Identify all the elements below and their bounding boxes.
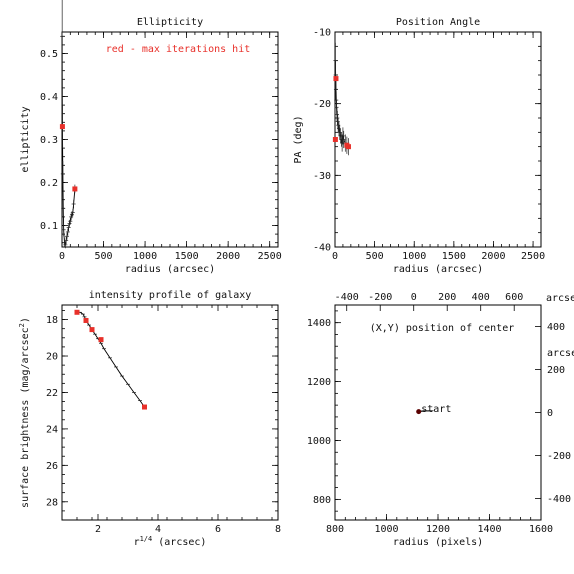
right-axis-tick-label: 400: [547, 322, 565, 333]
x-axis-label: radius (pixels): [393, 537, 483, 548]
y-tick-label: 0.4: [40, 92, 58, 103]
y-tick-label: 24: [46, 424, 58, 435]
x-tick-label: 2500: [521, 251, 545, 262]
max-iteration-marker: [74, 309, 80, 315]
x-tick-label: 1000: [402, 251, 426, 262]
x-tick-label: 800: [326, 524, 344, 535]
x-tick-label: 4: [155, 524, 161, 535]
y-axis-label: ellipticity: [20, 106, 31, 172]
plot-frame: [61, 31, 279, 248]
y-tick-label: 800: [313, 495, 331, 506]
x-tick-label: 8: [275, 524, 281, 535]
ellipticity-panel: Ellipticity 0 500 1000 1500 2000 2500 0.1 0.2 0.3…: [20, 0, 282, 275]
x-tick-label: 500: [95, 251, 113, 262]
x-axis-label: radius (arcsec): [393, 264, 483, 275]
y-tick-label: 20: [46, 352, 58, 363]
x-tick-label: 1500: [175, 251, 199, 262]
x-tick-label: 6: [215, 524, 221, 535]
max-iteration-marker: [332, 137, 338, 142]
y-tick-label: 1400: [307, 318, 331, 329]
x-tick-label: 1000: [133, 251, 157, 262]
y-axis-label: PA (deg): [293, 115, 304, 163]
x-tick-label: 500: [366, 251, 384, 262]
top-axis-tick-label: 600: [505, 292, 523, 303]
max-iteration-marker: [142, 404, 147, 410]
max-iteration-marker: [72, 186, 78, 192]
x-tick-label: 1400: [477, 524, 501, 535]
right-axis-label: arcsec: [547, 348, 574, 359]
y-tick-label: 0.2: [40, 178, 58, 189]
y-tick-label: 0.3: [40, 135, 58, 146]
chart-title: Ellipticity: [137, 17, 203, 28]
y-tick-label: -30: [313, 171, 331, 182]
y-tick-label: -40: [313, 243, 331, 254]
max-iteration-marker: [333, 76, 339, 82]
x-tick-label: 1000: [374, 524, 398, 535]
top-axis-tick-label: -200: [368, 292, 392, 303]
max-iteration-marker: [89, 327, 95, 333]
start-point-marker: [416, 409, 422, 415]
position-angle-panel: Position Angle 0 500 1000 1500 2000 2500 -40 -30…: [293, 17, 545, 275]
x-tick-label: 1500: [442, 251, 466, 262]
red-legend-note: red - max iterations hit: [106, 44, 251, 55]
x-tick-label: 1200: [426, 524, 450, 535]
y-tick-label: 0.1: [40, 221, 58, 232]
y-tick-label: -20: [313, 99, 331, 110]
x-tick-label: 2000: [216, 251, 240, 262]
right-axis-tick-label: -200: [547, 451, 571, 462]
x-tick-label: 1600: [529, 524, 553, 535]
y-tick-label: 1000: [307, 436, 331, 447]
top-axis-label: arcsec: [546, 293, 574, 304]
x-axis-label: r1/4 (arcsec): [134, 535, 207, 548]
top-axis-tick-label: 0: [411, 292, 417, 303]
x-axis-label: radius (arcsec): [125, 264, 215, 275]
right-axis-tick-label: -400: [547, 494, 571, 505]
max-iteration-marker: [59, 124, 65, 130]
plot-frame: [334, 31, 542, 248]
max-iteration-marker: [83, 317, 89, 323]
x-tick-label: 0: [59, 251, 65, 262]
y-tick-label: -10: [313, 28, 331, 39]
chart-title: intensity profile of galaxy: [89, 290, 252, 301]
plot-frame: [61, 304, 279, 521]
max-iteration-marker: [345, 144, 351, 150]
top-axis-tick-label: -400: [335, 292, 359, 303]
y-tick-label: 22: [46, 388, 58, 399]
y-tick-label: 1200: [307, 377, 331, 388]
right-axis-tick-label: 200: [547, 365, 565, 376]
y-tick-label: 0.5: [40, 49, 58, 60]
chart-title: Position Angle: [396, 17, 480, 28]
max-iteration-marker: [98, 337, 104, 343]
x-tick-label: 2: [95, 524, 101, 535]
y-tick-label: 26: [46, 461, 58, 472]
y-tick-label: 18: [46, 315, 58, 326]
x-tick-label: 2500: [258, 251, 282, 262]
x-tick-label: 0: [332, 251, 338, 262]
top-axis-tick-label: 200: [438, 292, 456, 303]
start-label: start: [421, 404, 451, 415]
chart-title-inside: (X,Y) position of center: [370, 323, 515, 334]
center-position-panel: 800 1000 1200 1400 1600 800 1000 1200 1400 radius…: [307, 292, 574, 548]
right-axis-tick-label: 0: [547, 408, 553, 419]
x-tick-label: 2000: [481, 251, 505, 262]
data-line: [77, 311, 145, 408]
y-axis-label: surface brightness (mag/arcsec2): [18, 317, 31, 508]
top-axis-tick-label: 400: [472, 292, 490, 303]
y-tick-label: 28: [46, 497, 58, 508]
